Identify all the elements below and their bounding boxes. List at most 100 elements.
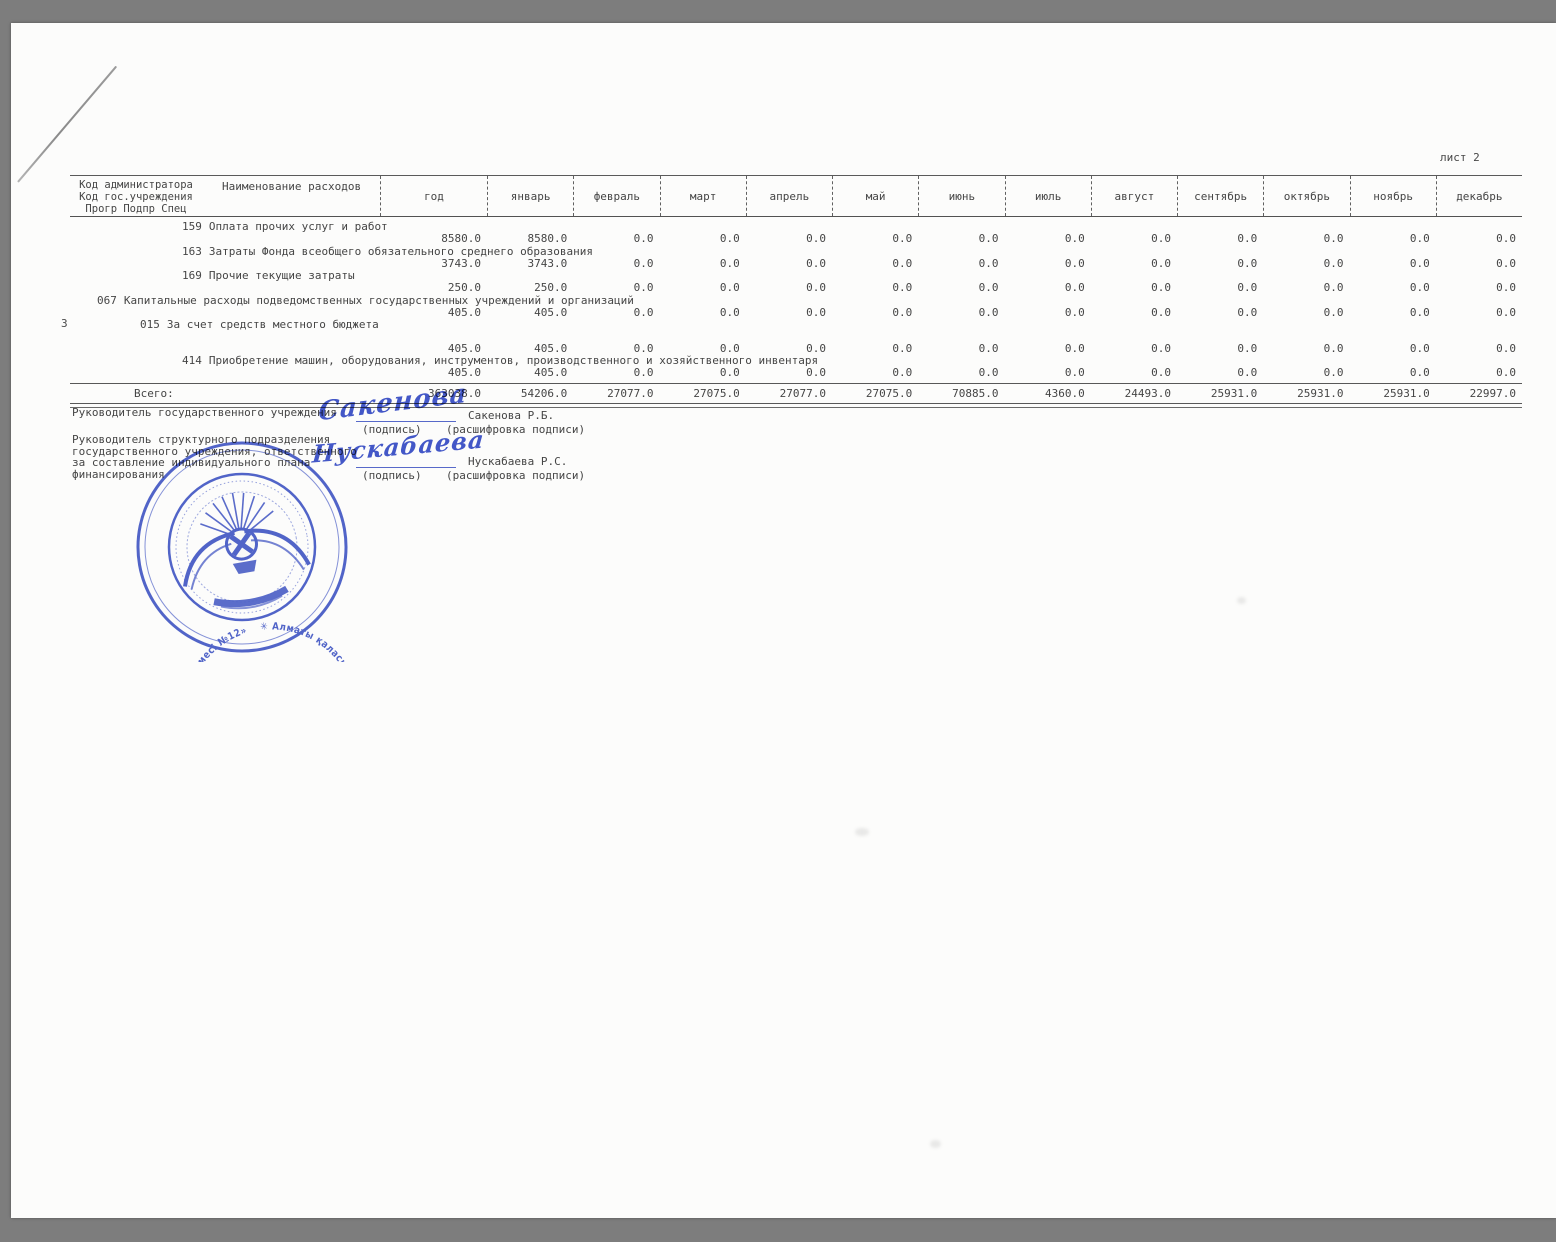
expense-name: За счет средств местного бюджета	[166, 318, 379, 332]
expense-value: 0.0	[633, 281, 654, 295]
signer2-name: Нускабаева Р.С.	[468, 455, 568, 468]
month-column-header: ноябрь	[1349, 176, 1436, 216]
totals-label: Всего:	[134, 386, 174, 400]
expense-value: 0.0	[1496, 306, 1516, 320]
admin-code-header: Код администратора Код гос.учреждения Пр…	[72, 179, 200, 215]
expense-value: 0.0	[1323, 341, 1344, 355]
margin-note: 3	[61, 317, 68, 330]
expense-value: 3743.0	[527, 256, 568, 270]
expense-value: 0.0	[1409, 232, 1430, 246]
expense-value: 0.0	[806, 232, 826, 246]
expense-value: 0.0	[719, 232, 740, 246]
expense-value: 0.0	[1151, 256, 1171, 270]
expense-value: 0.0	[892, 256, 913, 270]
signer2-role: Руководитель структурного подразделения …	[72, 434, 357, 480]
scan-smudge	[855, 828, 869, 836]
signature-caption: (подпись)	[362, 469, 422, 482]
signer1-name: Сакенова Р.Б.	[468, 409, 555, 422]
expense-value: 0.0	[978, 281, 999, 295]
expense-value: 0.0	[1237, 306, 1258, 320]
expense-code: 015	[140, 318, 160, 332]
total-value: 25931.0	[1210, 386, 1258, 400]
expense-value: 0.0	[1496, 256, 1516, 270]
month-column-header: сентябрь	[1177, 176, 1263, 216]
expense-name: Капитальные расходы подведомственных гос…	[123, 293, 634, 307]
expense-value: 0.0	[1323, 306, 1344, 320]
expense-value: 0.0	[806, 281, 826, 295]
table-bottom-rule	[70, 406, 1522, 408]
total-value: 25931.0	[1383, 386, 1430, 400]
expense-value: 0.0	[806, 341, 826, 355]
total-value: 54206.0	[520, 386, 568, 400]
signer2-role-line: Руководитель структурного подразделения	[72, 433, 331, 446]
table-body: 159 Оплата прочих услуг и работ 8580.0 85…	[70, 217, 1522, 380]
expense-values-row: 3743.0 3743.0 0.0 0.0 0.0 0.0 0.0 0.0 0.…	[380, 256, 1522, 270]
expense-value: 0.0	[1064, 366, 1085, 380]
signer2-role-line: государственного учреждения, ответственн…	[72, 444, 357, 458]
expense-code: 169	[182, 269, 202, 283]
admin-code-line: Код администратора	[79, 179, 193, 191]
expense-row-label: 169 Прочие текущие затраты	[70, 270, 1522, 282]
total-value: 25931.0	[1297, 386, 1344, 400]
expense-value-year: 250.0	[447, 281, 481, 295]
signer2-role-line: финансирования	[72, 467, 165, 481]
scan-smudge	[930, 1140, 941, 1148]
total-value: 27075.0	[693, 386, 740, 400]
month-column-header: март	[659, 176, 746, 216]
signer2-role-line: за составление индивидуального плана	[72, 456, 311, 469]
expense-value: 0.0	[1151, 281, 1171, 295]
expense-value: 0.0	[1064, 281, 1085, 295]
expense-value: 0.0	[1151, 341, 1171, 355]
official-seal-stamp-icon: ✳ Алматы қаласы Білім басқармасының «Ш.У…	[136, 441, 357, 662]
expense-code: 159	[182, 220, 202, 233]
expense-code: 163	[182, 244, 202, 258]
month-column-header: июнь	[918, 176, 1004, 216]
expense-value: 0.0	[1409, 366, 1430, 380]
expense-value: 0.0	[719, 306, 740, 320]
expense-value: 0.0	[1237, 341, 1258, 355]
expense-value: 0.0	[1496, 366, 1516, 380]
expense-value: 250.0	[534, 281, 568, 295]
expense-code: 414	[182, 353, 202, 367]
sheet-number: лист 2	[1440, 151, 1480, 164]
expense-value: 8580.0	[527, 232, 568, 246]
scan-smudge	[1237, 597, 1246, 604]
expense-value: 0.0	[892, 341, 913, 355]
month-header-row: январь февраль март апрель май июнь июль…	[487, 176, 1522, 216]
expense-value: 0.0	[719, 366, 740, 380]
month-column-header: декабрь	[1435, 176, 1522, 216]
expense-value: 0.0	[1151, 232, 1171, 246]
expense-value: 0.0	[1409, 306, 1430, 320]
total-value: 363038.0	[428, 386, 481, 400]
totals-values: 363038.0 54206.0 27077.0 27075.0 27077.0…	[380, 387, 1522, 400]
expense-row-label: 159 Оплата прочих услуг и работ	[70, 220, 1522, 233]
expense-value: 0.0	[892, 281, 913, 295]
expense-value: 0.0	[1237, 281, 1258, 295]
admin-code-line: Код гос.учреждения	[79, 191, 193, 203]
signature-underline	[356, 421, 456, 422]
expense-value-year: 405.0	[447, 366, 481, 380]
expense-value: 0.0	[719, 281, 740, 295]
expense-row-label: 067 Капитальные расходы подведомственных …	[70, 293, 1522, 307]
expenses-table: Код администратора Код гос.учреждения Пр…	[70, 175, 1522, 408]
expense-value-year: 405.0	[447, 306, 481, 320]
expense-values-row: 8580.0 8580.0 0.0 0.0 0.0 0.0 0.0 0.0 0.…	[380, 232, 1522, 246]
expense-value: 0.0	[892, 232, 913, 246]
signature-underline	[356, 467, 456, 468]
expense-value: 0.0	[633, 366, 654, 380]
expense-name: Оплата прочих услуг и работ	[208, 220, 388, 233]
expense-value: 0.0	[1323, 366, 1344, 380]
expense-value: 0.0	[1323, 232, 1344, 246]
expense-value: 0.0	[1151, 306, 1171, 320]
expense-row-label: 414 Приобретение машин, оборудования, инс…	[70, 353, 1522, 367]
expense-value: 0.0	[892, 366, 913, 380]
name-column-header: Наименование расходов	[222, 180, 362, 193]
totals-row: Всего: 363038.0 54206.0 27077.0 27075.0 …	[70, 382, 1522, 404]
expense-value: 0.0	[1237, 256, 1258, 270]
month-column-header: январь	[487, 176, 573, 216]
expense-value: 0.0	[1496, 341, 1516, 355]
expense-name: Приобретение машин, оборудования, инстру…	[208, 353, 819, 367]
expense-value: 0.0	[633, 256, 654, 270]
expense-value: 0.0	[633, 306, 654, 320]
